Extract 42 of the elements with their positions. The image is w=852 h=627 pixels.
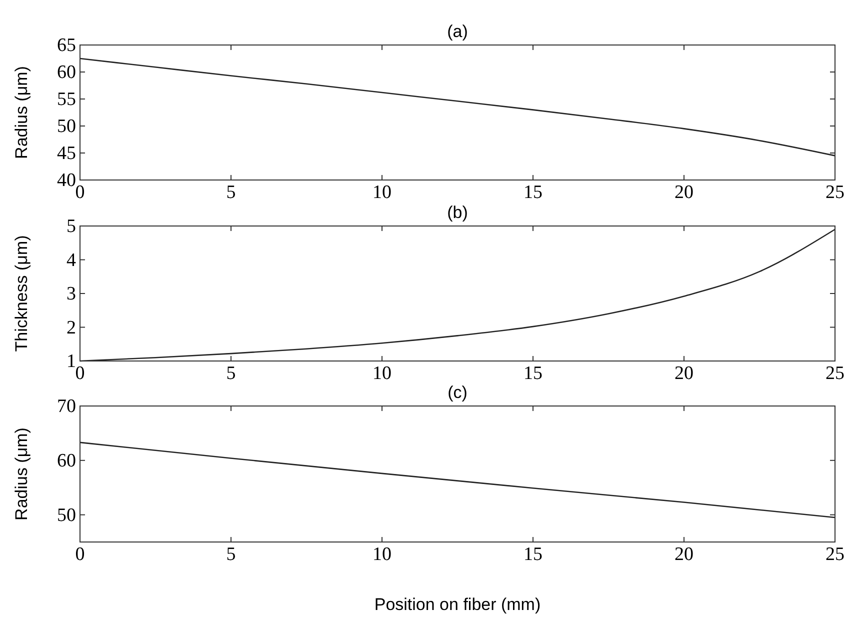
x-tick-label: 25 (826, 363, 844, 384)
y-tick-label: 55 (57, 89, 76, 110)
chart-title: (c) (448, 383, 468, 402)
y-tick-label: 3 (66, 284, 76, 304)
x-tick-label: 5 (226, 544, 236, 565)
y-tick-label: 50 (57, 504, 76, 526)
x-tick-label: 20 (674, 182, 694, 203)
chart-title: (b) (447, 203, 468, 222)
y-tick-label: 45 (57, 143, 76, 164)
x-tick-label: 5 (226, 363, 236, 384)
y-tick-label: 60 (57, 62, 76, 83)
y-tick-label: 65 (57, 35, 76, 56)
x-tick-label: 0 (75, 363, 85, 384)
y-tick-label: 4 (66, 250, 76, 271)
x-tick-label: 20 (674, 544, 694, 565)
line-series (79, 58, 836, 156)
line-series (79, 442, 836, 518)
y-tick-label: 5 (66, 216, 76, 237)
x-axis-title: Position on fiber (mm) (374, 595, 541, 614)
x-tick-label: 5 (226, 182, 236, 203)
y-axis-title: Radius (μm) (12, 66, 31, 159)
x-tick-label: 15 (524, 544, 542, 565)
y-axis-title: Thickness (μm) (12, 235, 31, 352)
x-tick-label: 10 (372, 182, 392, 203)
y-tick-label: 60 (57, 450, 76, 472)
line-series (79, 228, 836, 362)
x-tick-label: 20 (674, 363, 694, 384)
x-tick-label: 25 (826, 544, 844, 565)
y-axis-title: Radius (μm) (12, 428, 31, 520)
x-tick-label: 25 (826, 182, 844, 203)
chart-title: (a) (447, 22, 468, 41)
y-tick-label: 2 (66, 317, 76, 338)
x-tick-label: 15 (524, 182, 542, 203)
y-tick-label: 50 (57, 116, 76, 137)
x-tick-label: 10 (372, 544, 392, 565)
x-tick-label: 0 (75, 182, 85, 203)
y-tick-label: 40 (57, 170, 76, 191)
x-tick-label: 0 (75, 544, 85, 565)
x-tick-label: 15 (524, 363, 542, 384)
y-tick-label: 1 (66, 351, 76, 372)
x-tick-label: 10 (372, 363, 392, 384)
y-tick-label: 70 (57, 396, 76, 417)
